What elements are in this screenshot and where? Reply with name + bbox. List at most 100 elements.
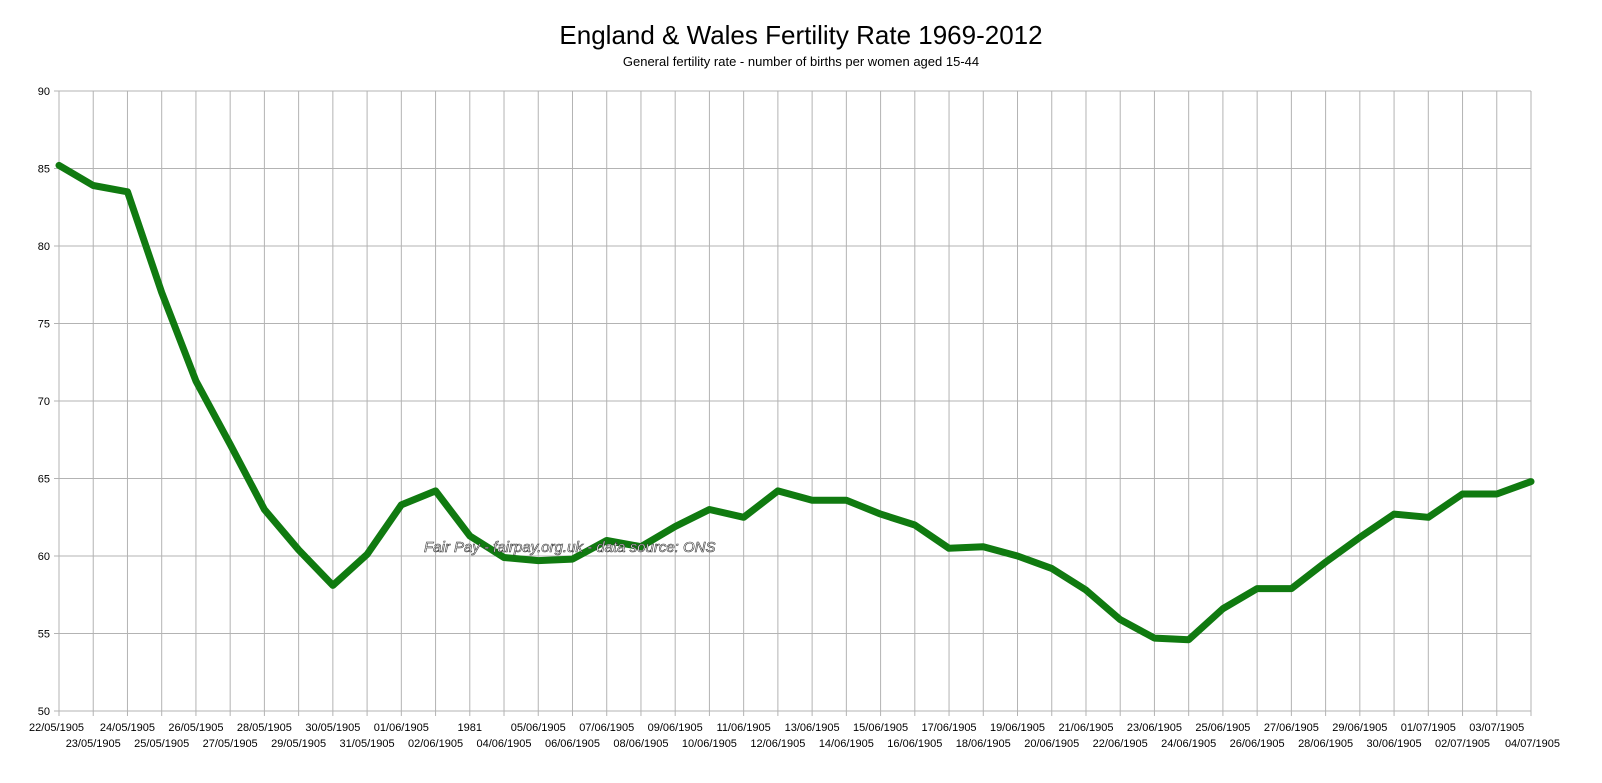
data-point — [1426, 515, 1430, 519]
x-tick-label: 07/06/1905 — [579, 722, 634, 734]
data-point — [434, 489, 438, 493]
x-tick-label: 30/06/1905 — [1367, 738, 1422, 750]
data-point — [331, 583, 335, 587]
data-point — [1187, 638, 1191, 642]
data-point — [365, 552, 369, 556]
data-point — [1152, 636, 1156, 640]
x-tick-label: 06/06/1905 — [545, 738, 600, 750]
data-point — [1461, 492, 1465, 496]
data-point — [605, 539, 609, 542]
x-tick-label: 04/07/1905 — [1505, 738, 1560, 750]
watermark-text: Fair Pay - fairpay.org.uk - data source:… — [424, 539, 716, 556]
data-point — [1289, 587, 1293, 591]
data-point — [399, 503, 403, 507]
x-tick-label: 03/07/1905 — [1469, 722, 1524, 734]
data-point — [810, 498, 814, 502]
x-tick-label: 24/05/1905 — [100, 722, 155, 734]
data-point — [1255, 587, 1259, 591]
y-tick-label: 75 — [38, 319, 50, 331]
data-point — [1221, 607, 1225, 611]
x-tick-label: 15/06/1905 — [853, 722, 908, 734]
x-tick-label: 31/05/1905 — [340, 738, 395, 750]
data-point — [297, 548, 301, 552]
x-tick-label: 26/06/1905 — [1230, 738, 1285, 750]
x-tick-label: 27/05/1905 — [203, 738, 258, 750]
x-tick-label: 30/05/1905 — [305, 722, 360, 734]
data-point — [1050, 566, 1054, 570]
data-point — [844, 498, 848, 502]
data-point — [981, 545, 985, 549]
x-tick-label: 22/06/1905 — [1093, 738, 1148, 750]
x-tick-label: 25/05/1905 — [134, 738, 189, 750]
data-point — [673, 525, 677, 529]
data-point — [1392, 512, 1396, 516]
x-tick-label: 16/06/1905 — [887, 738, 942, 750]
data-point — [570, 557, 574, 561]
data-point — [1358, 535, 1362, 539]
x-tick-label: 22/05/1905 — [29, 722, 84, 734]
data-point — [913, 523, 917, 527]
data-point — [536, 559, 540, 563]
x-tick-label: 08/06/1905 — [613, 738, 668, 750]
data-point — [262, 508, 266, 511]
y-tick-label: 70 — [38, 396, 50, 408]
data-point — [707, 508, 711, 511]
data-point — [194, 379, 198, 383]
x-tick-label: 09/06/1905 — [648, 722, 703, 734]
x-tick-label: 27/06/1905 — [1264, 722, 1319, 734]
x-tick-label: 1981 — [458, 722, 482, 734]
data-point — [1118, 618, 1122, 622]
x-tick-label: 25/06/1905 — [1195, 722, 1250, 734]
x-tick-label: 23/06/1905 — [1127, 722, 1182, 734]
x-tick-label: 05/06/1905 — [511, 722, 566, 734]
data-point — [947, 546, 951, 550]
x-tick-label: 12/06/1905 — [750, 738, 805, 750]
data-point — [1495, 492, 1499, 496]
data-point — [639, 545, 643, 549]
x-tick-label: 04/06/1905 — [476, 738, 531, 750]
x-tick-label: 23/05/1905 — [66, 738, 121, 750]
y-tick-label: 55 — [38, 629, 50, 641]
data-point — [1084, 588, 1088, 592]
data-point — [1324, 560, 1328, 564]
data-point — [502, 556, 506, 560]
series-line — [55, 161, 1535, 644]
data-point — [1529, 480, 1533, 484]
y-tick-label: 65 — [38, 474, 50, 486]
data-point — [879, 512, 883, 516]
x-tick-label: 29/06/1905 — [1332, 722, 1387, 734]
data-point — [160, 291, 164, 294]
x-tick-label: 17/06/1905 — [922, 722, 977, 734]
x-tick-label: 13/06/1905 — [785, 722, 840, 734]
y-tick-label: 60 — [38, 551, 50, 563]
x-tick-label: 18/06/1905 — [956, 738, 1011, 750]
x-tick-label: 29/05/1905 — [271, 738, 326, 750]
data-point — [776, 489, 780, 493]
y-tick-label: 80 — [38, 241, 50, 253]
chart-subtitle: General fertility rate - number of birth… — [622, 54, 980, 69]
x-tick-label: 01/07/1905 — [1401, 722, 1456, 734]
chart-title: England & Wales Fertility Rate 1969-2012 — [559, 20, 1043, 50]
x-tick-label: 28/05/1905 — [237, 722, 292, 734]
x-tick-label: 10/06/1905 — [682, 738, 737, 750]
x-tick-label: 11/06/1905 — [717, 722, 771, 734]
x-tick-label: 02/06/1905 — [408, 738, 463, 750]
data-point — [91, 184, 95, 188]
data-point — [742, 515, 746, 519]
x-tick-label: 19/06/1905 — [990, 722, 1045, 734]
x-tick-label: 02/07/1905 — [1435, 738, 1490, 750]
data-point — [57, 163, 61, 167]
x-tick-label: 28/06/1905 — [1298, 738, 1353, 750]
y-tick-label: 50 — [38, 706, 50, 718]
x-tick-label: 14/06/1905 — [819, 738, 874, 750]
data-point — [125, 190, 129, 194]
x-tick-label: 01/06/1905 — [374, 722, 429, 734]
data-point — [1016, 554, 1020, 558]
y-tick-label: 85 — [38, 164, 50, 176]
y-tick-label: 90 — [38, 86, 50, 98]
x-tick-label: 24/06/1905 — [1161, 738, 1216, 750]
data-point — [228, 442, 232, 446]
x-tick-label: 26/05/1905 — [168, 722, 223, 734]
data-point — [468, 534, 472, 538]
